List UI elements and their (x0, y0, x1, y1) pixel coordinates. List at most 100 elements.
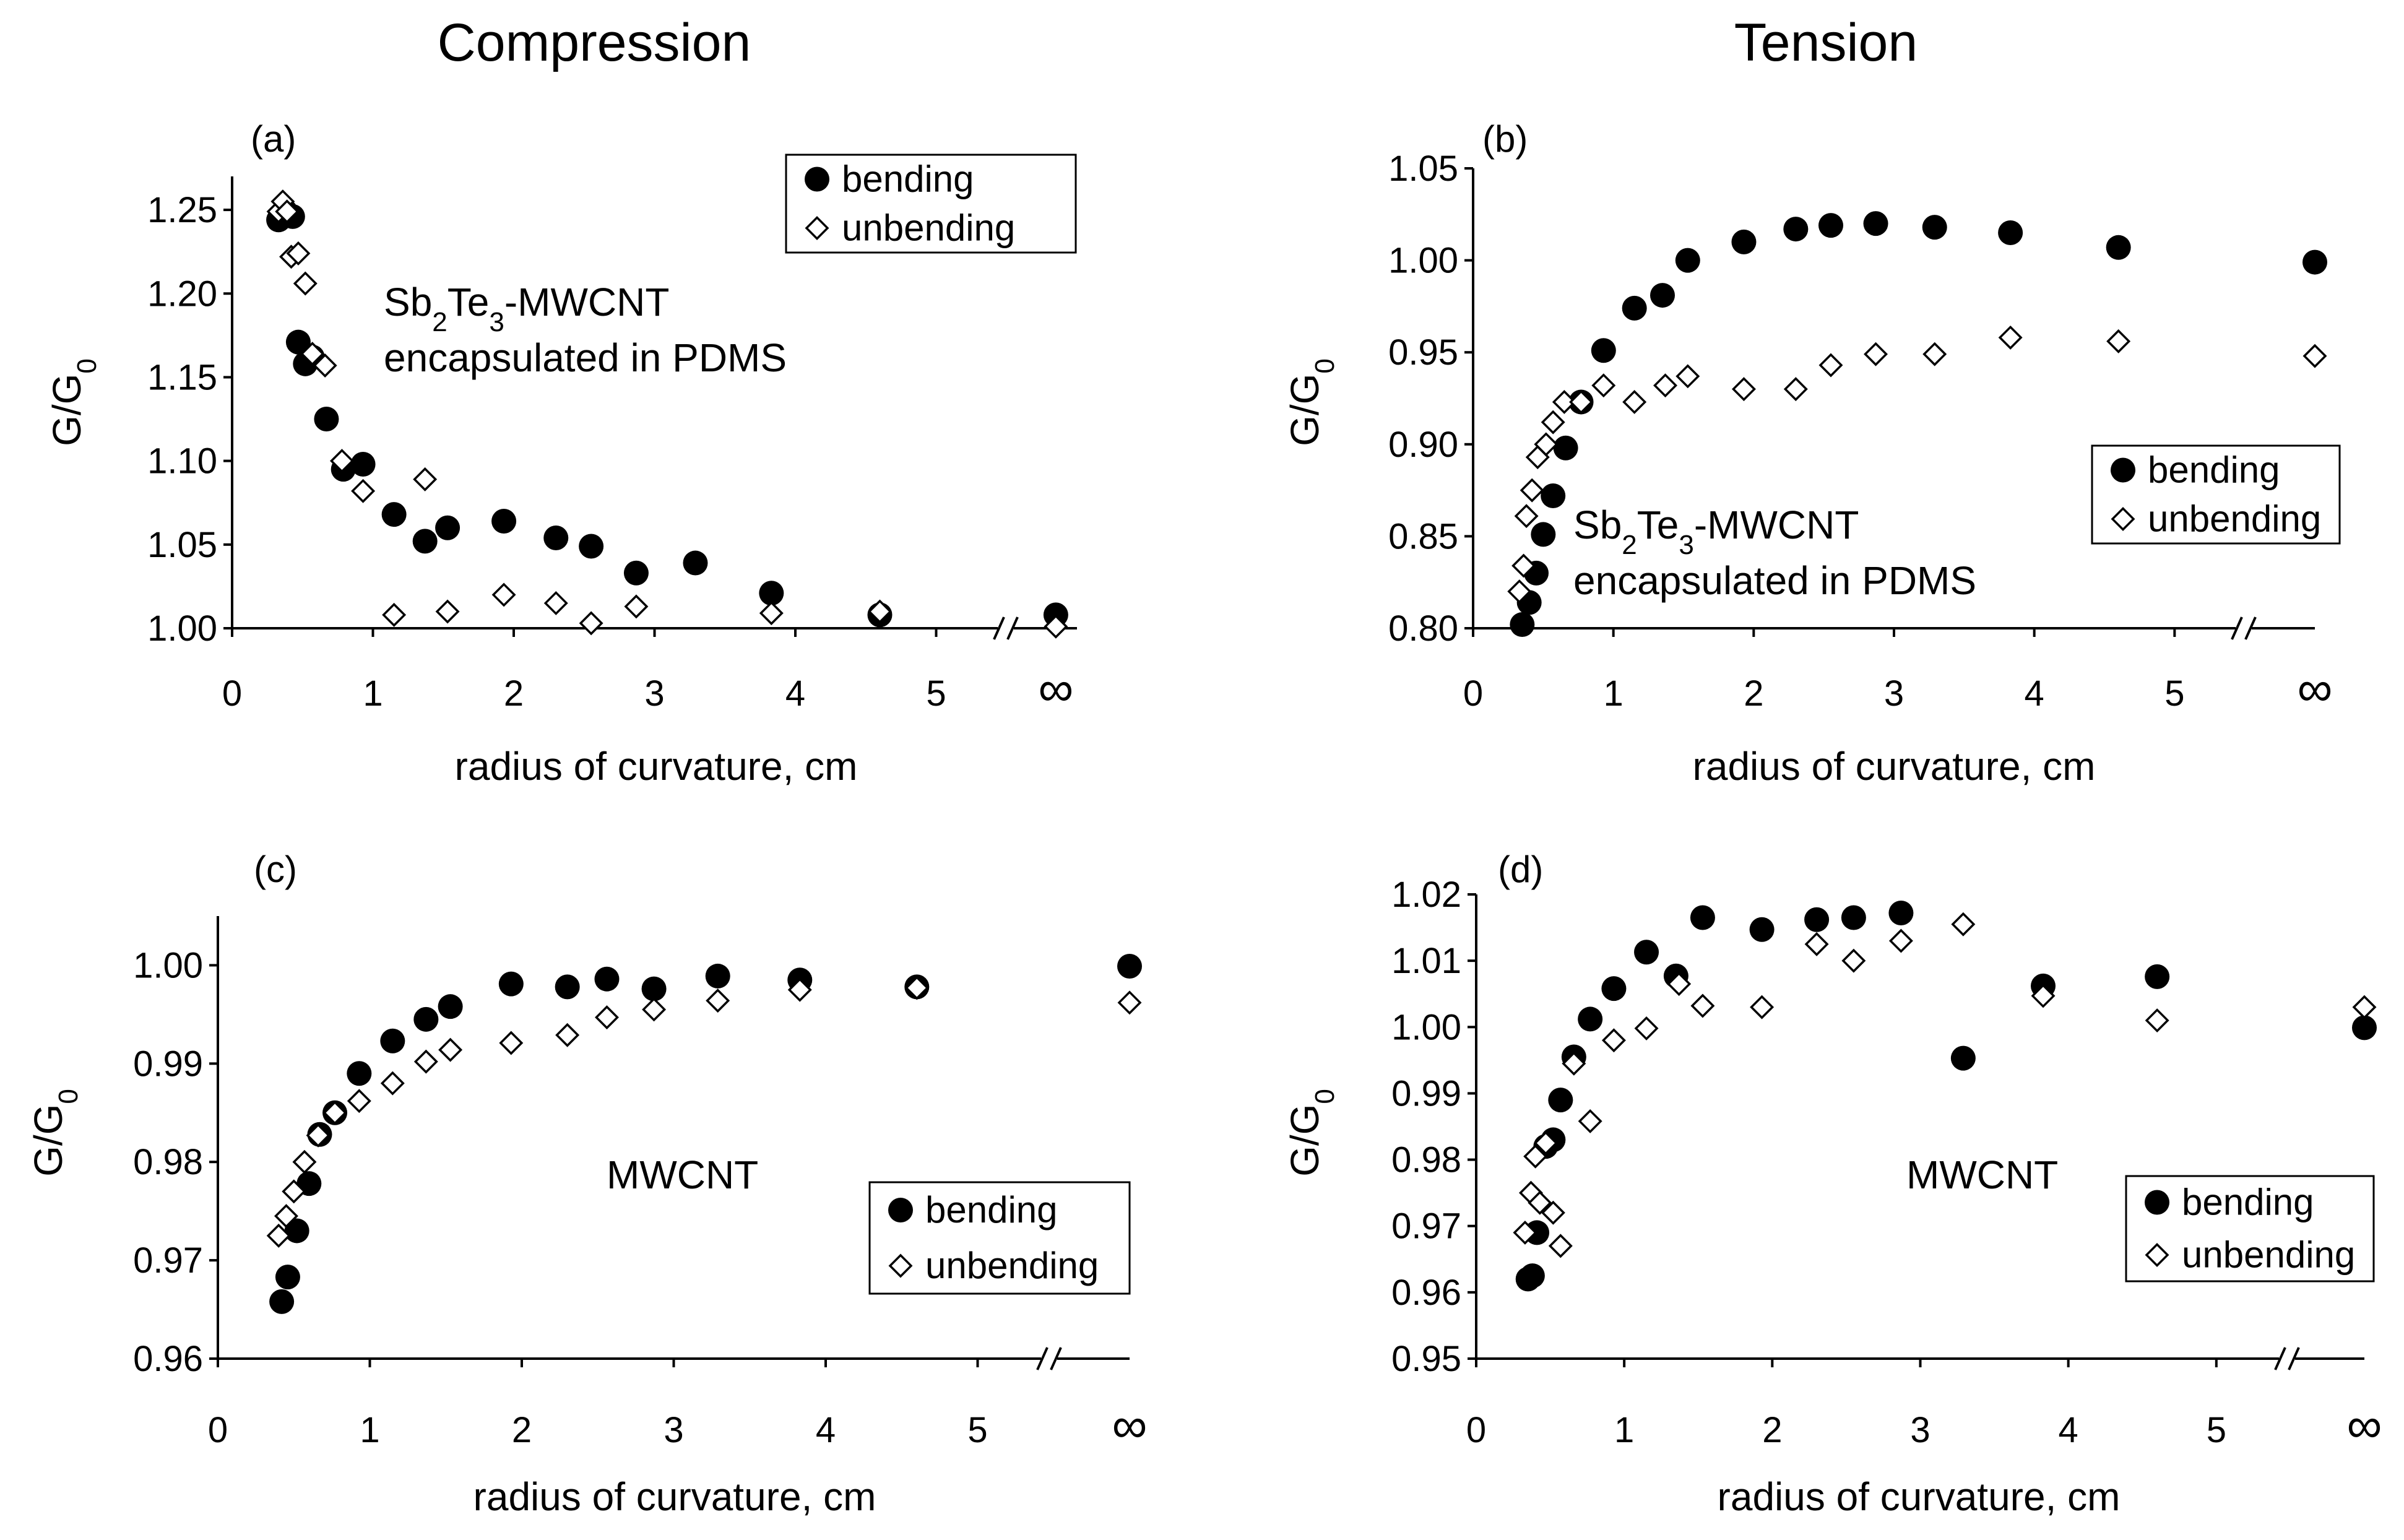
annotation-material-line1: Sb2Te3-MWCNT (384, 280, 669, 337)
data-point-unbending (706, 988, 730, 1013)
data-point-unbending (1731, 377, 1756, 402)
data-point-unbending (904, 975, 929, 1000)
y-tick-label: 1.00 (133, 945, 203, 985)
data-point-bending (1591, 338, 1616, 363)
series-unbending (1507, 325, 2327, 604)
panel-c: 0.96 0.97 0.98 0.99 1.00 0 1 2 3 4 5 ∞ radius of cur… (26, 849, 1148, 1519)
data-point-unbending (382, 602, 407, 627)
data-point-unbending (1653, 373, 1678, 398)
legend-label-bending: bending (2148, 449, 2280, 491)
data-point-bending (347, 1061, 372, 1086)
data-point-unbending (1044, 614, 1068, 639)
axis-break-mark (2288, 1347, 2300, 1370)
data-point-bending (1510, 612, 1535, 638)
data-point-bending (1690, 905, 1715, 930)
data-point-bending (491, 508, 517, 534)
x-tick-label: 3 (1884, 673, 1904, 714)
data-point-unbending (1601, 1028, 1626, 1053)
data-point-unbending (1841, 948, 1866, 973)
y-tick-label: 0.96 (133, 1339, 203, 1379)
data-point-unbending (1690, 993, 1715, 1018)
legend-marker-bending (888, 1198, 913, 1222)
panel-label: (d) (1498, 849, 1543, 890)
x-tick-label: 4 (816, 1410, 836, 1450)
data-point-bending (1783, 217, 1809, 242)
y-tick-label: 1.05 (1388, 149, 1458, 189)
data-point-bending (1818, 213, 1843, 238)
data-point-bending (1804, 907, 1830, 932)
legend-label-unbending: unbending (2148, 498, 2321, 540)
legend-box (2091, 444, 2341, 545)
data-point-bending (438, 994, 463, 1019)
data-point-unbending (579, 611, 603, 636)
x-axis-label: radius of curvature, cm (473, 1474, 876, 1519)
data-point-unbending (351, 478, 376, 503)
x-tick-label: 0 (1466, 1410, 1486, 1450)
data-point-unbending (491, 582, 516, 607)
x-tick-label: 5 (2164, 673, 2184, 714)
data-point-bending (435, 515, 460, 540)
data-point-unbending (555, 1023, 580, 1047)
data-point-unbending (266, 1223, 291, 1248)
data-point-unbending (1514, 504, 1539, 529)
data-point-unbending (1523, 1144, 1548, 1169)
legend-marker-bending (2145, 1190, 2169, 1215)
y-tick-label: 0.90 (1388, 425, 1458, 465)
annotation-material-line2: encapsulated in PDMS (384, 335, 787, 380)
data-point-unbending (1534, 432, 1559, 457)
data-point-unbending (1533, 1131, 1558, 1156)
data-point-bending (413, 1006, 439, 1032)
legend-marker-unbending (2111, 507, 2135, 531)
x-tick-label: 1 (360, 1410, 379, 1450)
x-tick-label-infinity: ∞ (1112, 1398, 1147, 1453)
data-point-unbending (1804, 932, 1829, 956)
panel-label: (a) (251, 118, 296, 160)
data-point-bending (1650, 283, 1675, 308)
data-point-bending (1863, 211, 1888, 236)
x-tick-label: 3 (644, 673, 664, 714)
data-point-unbending (1578, 1109, 1602, 1133)
legend-label-bending: bending (925, 1189, 1058, 1231)
data-point-unbending (413, 1049, 438, 1074)
data-point-bending (1634, 940, 1659, 965)
data-point-unbending (275, 199, 300, 224)
data-point-unbending (1783, 377, 1808, 402)
data-point-bending (1601, 976, 1627, 1001)
data-point-unbending (313, 353, 337, 378)
data-point-unbending (642, 997, 667, 1022)
data-point-unbending (1888, 928, 1913, 953)
data-point-bending (683, 550, 708, 576)
data-point-bending (1675, 248, 1700, 273)
data-point-unbending (300, 342, 325, 366)
legend-box (2125, 1175, 2375, 1283)
data-point-bending (2302, 249, 2327, 275)
panel-a: 1.00 1.05 1.10 1.15 1.20 1.25 0 1 2 3 4 5 ∞ radius of… (45, 118, 1077, 789)
y-tick-label: 0.85 (1388, 516, 1458, 556)
data-point-unbending (413, 467, 438, 491)
x-tick-label: 0 (222, 673, 242, 714)
axis-break-gap (998, 616, 1014, 641)
legend: bending unbending (2125, 1175, 2375, 1283)
data-point-unbending (292, 1149, 317, 1174)
legend-label-bending: bending (842, 158, 974, 200)
data-point-unbending (2145, 1008, 2169, 1033)
data-point-unbending (1634, 1016, 1659, 1040)
legend-marker-unbending (805, 216, 829, 240)
data-point-unbending (1922, 342, 1947, 366)
data-point-unbending (624, 594, 649, 619)
annotation-material: MWCNT (607, 1153, 758, 1197)
data-point-bending (350, 452, 376, 477)
data-point-bending (2145, 964, 2170, 989)
y-tick-label: 0.98 (1391, 1140, 1461, 1180)
data-point-bending (381, 502, 407, 527)
data-point-unbending (1667, 972, 1692, 997)
data-point-bending (1553, 435, 1578, 461)
series-unbending (1513, 912, 2377, 1258)
data-point-bending (1731, 229, 1757, 254)
data-point-unbending (1520, 478, 1544, 503)
axis-break-mark (1050, 1347, 1062, 1370)
y-tick-label: 0.98 (133, 1142, 203, 1182)
data-point-unbending (438, 1037, 463, 1062)
y-tick-label: 0.80 (1388, 608, 1458, 649)
